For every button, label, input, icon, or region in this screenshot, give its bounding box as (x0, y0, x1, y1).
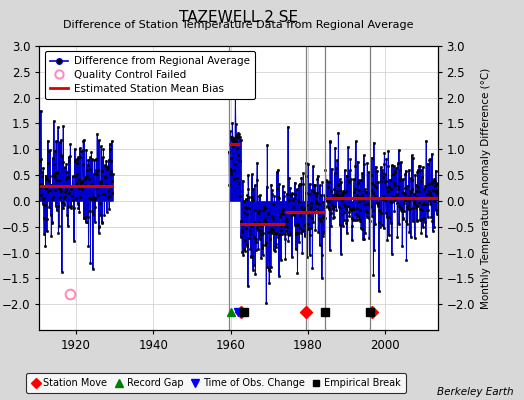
Y-axis label: Monthly Temperature Anomaly Difference (°C): Monthly Temperature Anomaly Difference (… (481, 67, 490, 309)
Text: TAZEWELL 2 SE: TAZEWELL 2 SE (179, 10, 298, 25)
Text: Difference of Station Temperature Data from Regional Average: Difference of Station Temperature Data f… (63, 20, 413, 30)
Legend: Station Move, Record Gap, Time of Obs. Change, Empirical Break: Station Move, Record Gap, Time of Obs. C… (26, 374, 406, 393)
Text: Berkeley Earth: Berkeley Earth (437, 387, 514, 397)
Legend: Difference from Regional Average, Quality Control Failed, Estimated Station Mean: Difference from Regional Average, Qualit… (45, 51, 255, 99)
